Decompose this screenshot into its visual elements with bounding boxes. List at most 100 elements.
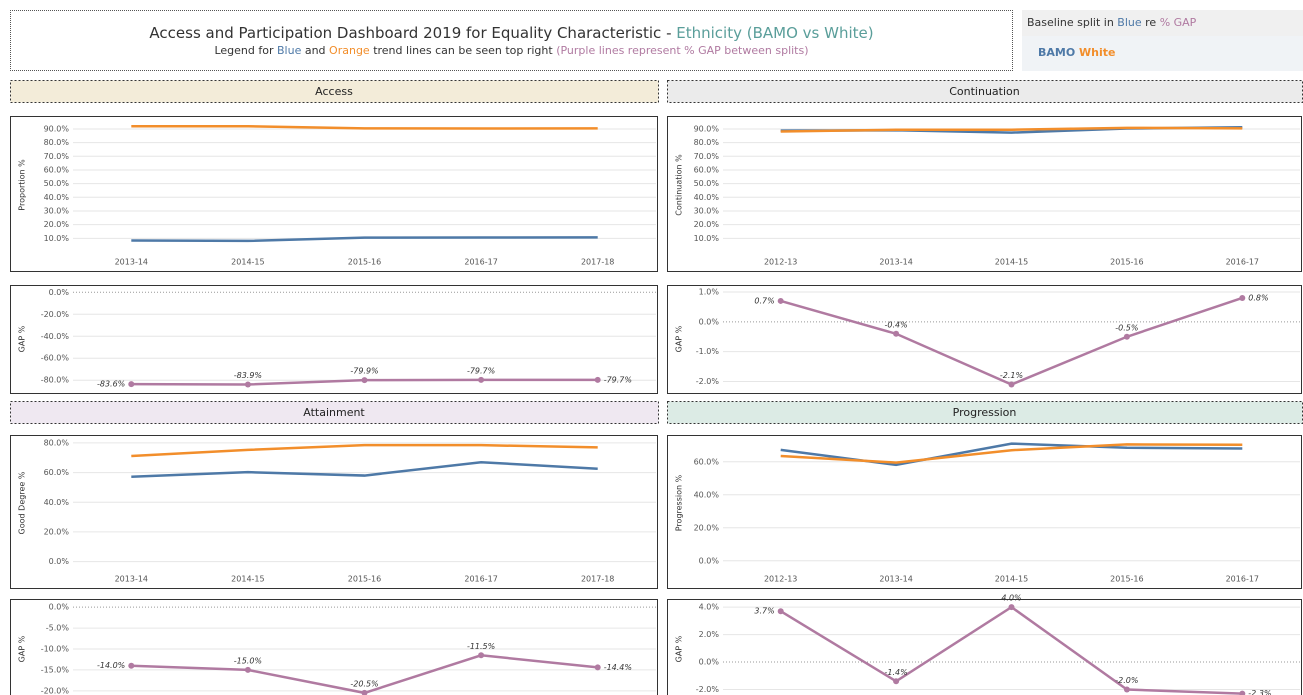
y-tick-label: 20.0% [694, 523, 720, 532]
y-tick-label: 60.0% [44, 468, 70, 477]
y-tick-label: 50.0% [44, 179, 70, 188]
subtitle-text: Orange [329, 44, 370, 57]
y-tick-label: 0.0% [49, 288, 70, 297]
data-label: -79.7% [604, 375, 632, 384]
y-tick-label: 90.0% [694, 124, 720, 133]
chart-panel [667, 285, 1302, 394]
gap-marker [244, 666, 251, 673]
x-tick-label: 2016-17 [1226, 258, 1259, 267]
gap-marker [244, 381, 251, 388]
data-label: -2.3% [1248, 689, 1271, 695]
section-bar [10, 401, 659, 424]
y-tick-label: 0.0% [699, 556, 720, 565]
data-label: -14.0% [97, 661, 125, 670]
trend-line [131, 236, 598, 243]
y-axis-label: Continuation % [675, 154, 684, 216]
x-tick-label: 2013-14 [115, 258, 148, 267]
y-tick-label: 30.0% [694, 206, 720, 215]
y-axis-label: GAP % [18, 635, 27, 662]
title: Access and Participation Dashboard 2019 … [11, 24, 1012, 42]
y-tick-label: -60.0% [41, 354, 70, 363]
y-tick-label: 70.0% [44, 152, 70, 161]
subtitle-text: Blue [277, 44, 302, 57]
title-text: Access and Participation Dashboard 2019 … [149, 24, 677, 42]
title-highlight: Ethnicity (BAMO vs White) [676, 24, 874, 42]
y-axis-label: Good Degree % [18, 471, 27, 534]
y-tick-label: 50.0% [694, 179, 720, 188]
x-tick-label: 2013-14 [879, 575, 912, 584]
x-tick-label: 2017-18 [581, 258, 614, 267]
data-label: 4.0% [1001, 594, 1021, 603]
x-tick-label: 2014-15 [995, 258, 1028, 267]
y-tick-label: 40.0% [694, 490, 720, 499]
y-axis-label: GAP % [675, 635, 684, 662]
chart-panel [10, 285, 658, 394]
y-axis-label: GAP % [18, 325, 27, 352]
y-axis-label: GAP % [675, 325, 684, 352]
subtitle-text: Legend for [214, 44, 277, 57]
section-title: Attainment [303, 406, 365, 419]
y-tick-label: 10.0% [44, 234, 70, 243]
gap-marker [1239, 294, 1246, 301]
gap-marker [1008, 604, 1015, 611]
x-tick-label: 2015-16 [1110, 575, 1143, 584]
y-tick-label: -20.0% [41, 686, 70, 695]
chart-panel [10, 116, 658, 272]
trend-line [780, 443, 1243, 464]
y-axis-label: Proportion % [18, 159, 27, 211]
data-label: -2.1% [1000, 371, 1023, 380]
y-tick-label: 4.0% [699, 603, 720, 612]
gap-marker [777, 608, 784, 615]
legend-items: BAMO White [1022, 36, 1303, 71]
y-tick-label: 80.0% [694, 138, 720, 147]
data-label: -14.4% [604, 663, 632, 672]
gap-marker [777, 297, 784, 304]
data-label: -0.5% [1115, 323, 1138, 332]
legend-title-text: Blue [1117, 16, 1142, 29]
x-tick-label: 2015-16 [1110, 258, 1143, 267]
data-label: 3.7% [754, 607, 774, 616]
y-tick-label: 0.0% [699, 658, 720, 667]
legend-title: Baseline split in Blue re % GAP [1022, 10, 1303, 36]
x-tick-label: 2012-13 [764, 575, 797, 584]
trend-line [131, 443, 598, 458]
data-label: -83.9% [234, 371, 262, 380]
gap-marker [1008, 381, 1015, 388]
legend-item: White [1079, 46, 1116, 59]
subtitle-text: (Purple lines represent % GAP between sp… [556, 44, 809, 57]
y-tick-label: 0.0% [49, 603, 70, 612]
x-tick-label: 2014-15 [231, 258, 264, 267]
legend-panel: Baseline split in Blue re % GAP BAMO Whi… [1022, 10, 1303, 71]
y-tick-label: 2.0% [699, 630, 720, 639]
gap-marker [478, 376, 485, 383]
y-tick-label: 90.0% [44, 124, 70, 133]
y-tick-label: 80.0% [44, 138, 70, 147]
subtitle-text: and [301, 44, 330, 57]
y-tick-label: -20.0% [41, 310, 70, 319]
data-label: -0.4% [884, 320, 907, 329]
y-axis-label: Progression % [675, 474, 684, 531]
x-tick-label: 2016-17 [464, 575, 497, 584]
subtitle: Legend for Blue and Orange trend lines c… [11, 44, 1012, 57]
chart-panel [667, 435, 1302, 589]
y-tick-label: 10.0% [694, 234, 720, 243]
data-label: 0.8% [1248, 293, 1268, 302]
data-label: -2.0% [1115, 676, 1138, 685]
data-label: -83.6% [97, 380, 125, 389]
y-tick-label: -40.0% [41, 332, 70, 341]
data-label: -11.5% [467, 642, 495, 651]
y-tick-label: -2.0% [696, 377, 720, 386]
y-tick-label: -5.0% [46, 624, 70, 633]
data-label: -79.9% [350, 367, 378, 376]
y-tick-label: 40.0% [44, 498, 70, 507]
y-tick-label: 60.0% [694, 165, 720, 174]
chart-panel [667, 599, 1302, 695]
gap-marker [1123, 686, 1130, 693]
legend-item: BAMO [1038, 46, 1076, 59]
x-tick-label: 2016-17 [1226, 575, 1259, 584]
y-tick-label: -1.0% [696, 347, 720, 356]
legend-title-text: Baseline split in [1027, 16, 1118, 29]
y-tick-label: 60.0% [694, 457, 720, 466]
chart-panel [10, 435, 658, 589]
